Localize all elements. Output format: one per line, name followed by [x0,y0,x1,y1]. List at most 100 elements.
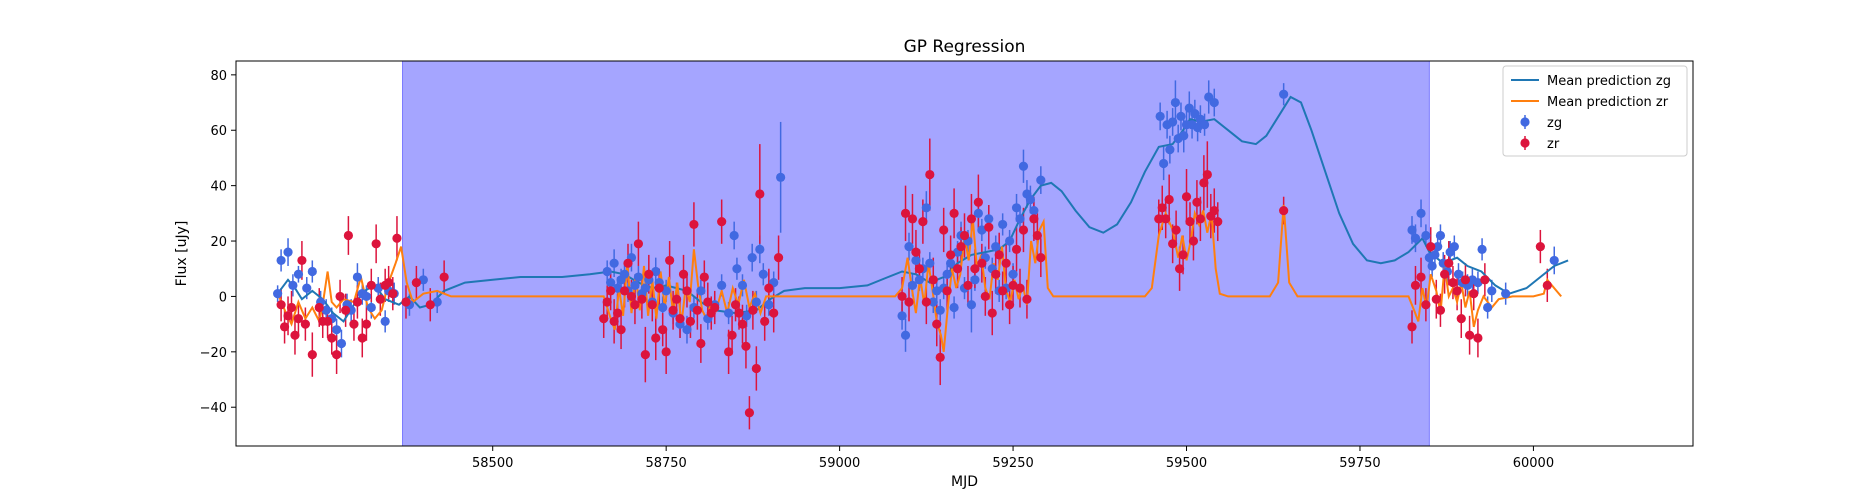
data-point-zr [1154,214,1164,224]
data-point-zr [1188,236,1199,246]
data-point-zr [900,208,911,218]
data-point-zr [633,239,644,249]
data-point-zg [658,302,668,313]
data-point-zg [696,286,706,296]
data-point-zr [1410,280,1421,290]
data-point-zr [616,325,626,335]
data-point-zg [1193,122,1203,133]
data-point-zg [302,283,312,293]
data-point-zr [710,302,720,313]
data-point-zr [952,264,963,274]
data-point-zr [630,300,640,310]
data-point-zg [998,219,1008,230]
data-point-zr [769,308,779,318]
data-point-zg [977,225,987,235]
data-point-zr [1464,330,1475,340]
y-tick-label: 0 [219,290,227,305]
data-point-zr [1440,269,1450,279]
data-point-zr [685,316,696,326]
data-point-zr [963,280,973,290]
data-point-zr [755,189,765,199]
data-point-zg [1433,241,1443,252]
data-point-zr [668,305,678,315]
data-point-zg [1410,233,1421,243]
data-point-zg [1209,97,1219,108]
data-point-zr [1448,277,1458,288]
data-point-zr [300,319,310,329]
data-point-zr [1032,230,1042,241]
data-point-zr [671,294,682,304]
data-point-zg [606,277,616,288]
data-point-zr [1452,286,1462,296]
data-point-zg [897,311,907,321]
data-point-zg [1449,241,1459,252]
legend-label-zr: zr [1547,137,1560,152]
data-point-zr [1460,275,1471,285]
data-point-zr [1202,169,1212,180]
x-tick-label: 59250 [992,456,1033,471]
data-point-zr [682,286,692,296]
data-point-zr [1480,275,1490,285]
data-point-zg [336,338,347,349]
data-point-zg [1025,194,1036,205]
data-point-zr [658,325,668,335]
data-point-zr [637,294,647,304]
data-point-zr [734,308,744,318]
data-point-zg [751,297,761,307]
data-point-zr [665,255,675,266]
x-tick-label: 60000 [1513,456,1554,471]
data-point-zg [717,280,727,290]
data-point-zr [966,214,977,224]
data-point-zg [1170,97,1181,108]
data-point-zr [1181,192,1192,202]
data-point-zg [921,203,931,213]
data-point-zg [630,280,640,290]
data-point-zg [1427,261,1437,271]
data-point-zr [654,283,664,293]
data-point-zg [776,172,786,182]
y-tick-label: −40 [200,401,227,416]
data-point-zg [1179,131,1189,141]
data-point-zg [283,247,293,257]
data-point-zr [1018,225,1029,235]
data-point-zr [904,297,914,307]
legend: Mean prediction zg Mean prediction zr zg zr [1502,65,1688,157]
data-point-zr [987,308,997,318]
data-point-zg [1407,225,1417,235]
data-point-zr [651,333,661,343]
data-point-zr [724,347,734,357]
data-point-zg [1159,158,1169,169]
data-point-zr [1542,280,1552,290]
data-point-zr [1011,244,1022,254]
data-point-zg [1501,289,1511,299]
data-point-zr [371,239,381,249]
data-point-zr [973,197,983,207]
data-point-zg [276,255,286,266]
data-point-zr [1036,253,1046,263]
data-point-zr [1416,272,1426,282]
data-point-zr [942,286,952,296]
data-point-zr [1473,333,1483,343]
data-point-zr [1195,214,1205,224]
data-point-zr [703,297,713,307]
data-point-zg [1487,286,1497,296]
legend-label-mean-prediction-zr: Mean prediction zr [1547,95,1669,110]
data-point-zg [914,275,925,285]
data-point-zr [977,258,987,268]
data-point-zg [1416,208,1426,218]
data-point-zr [737,319,748,329]
data-point-zg [1015,214,1025,224]
data-point-zr [366,280,376,290]
data-point-zr [1421,300,1431,310]
y-tick-label: 40 [210,180,227,195]
data-point-zg [970,275,980,285]
data-point-zr [1171,225,1181,235]
data-point-zr [1213,217,1223,227]
data-point-zg [747,253,757,263]
legend-swatch-zr [1520,138,1530,148]
data-point-zg [293,269,304,279]
data-point-zg [1018,161,1029,171]
x-tick-label: 58500 [472,456,513,471]
data-point-zr [388,289,398,299]
data-point-zr [678,269,689,279]
